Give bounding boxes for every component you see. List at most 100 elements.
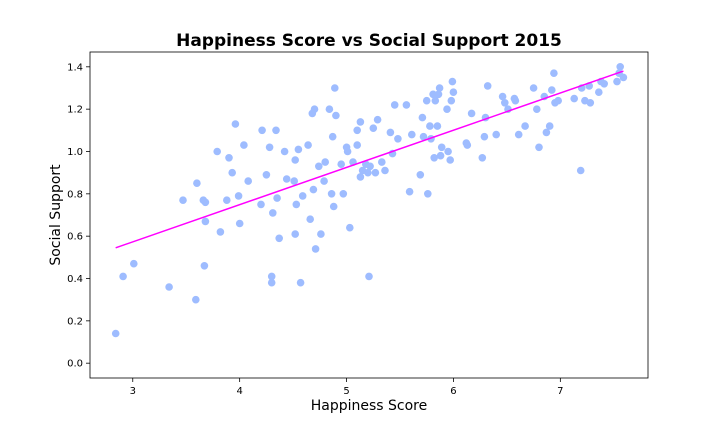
data-point: [483, 82, 492, 90]
data-point: [431, 96, 440, 105]
data-point: [321, 158, 330, 166]
data-point: [570, 94, 578, 103]
data-point: [165, 283, 173, 291]
data-point: [298, 192, 307, 200]
data-point: [280, 147, 289, 156]
data-point: [576, 166, 585, 175]
y-tick-label: 0.6: [67, 232, 83, 243]
data-point: [353, 141, 362, 149]
data-point: [292, 200, 301, 209]
data-point: [267, 272, 276, 281]
data-point: [402, 101, 411, 109]
data-point: [328, 132, 337, 141]
data-point: [371, 168, 380, 177]
data-point: [511, 96, 520, 105]
points-layer: [111, 63, 628, 338]
data-point: [315, 162, 323, 171]
data-point: [554, 96, 562, 105]
data-point: [408, 130, 416, 139]
data-point: [213, 147, 221, 156]
data-point: [294, 145, 303, 154]
data-point: [369, 124, 378, 132]
data-point: [304, 141, 312, 149]
data-point: [309, 185, 318, 194]
data-point: [296, 278, 305, 287]
data-point: [306, 215, 315, 223]
data-point: [422, 96, 431, 105]
data-point: [356, 118, 365, 126]
data-point: [595, 88, 603, 96]
data-point: [433, 122, 442, 130]
data-point: [193, 179, 201, 187]
data-point: [521, 122, 529, 130]
data-point: [447, 96, 456, 105]
data-point: [548, 86, 556, 94]
data-point: [130, 259, 138, 268]
data-point: [373, 115, 382, 124]
data-point: [449, 88, 458, 96]
data-point: [356, 173, 365, 181]
data-point: [550, 69, 558, 77]
data-point: [234, 192, 243, 200]
data-point: [535, 143, 543, 152]
y-tick-label: 0.2: [67, 316, 83, 327]
data-point: [430, 154, 439, 162]
data-point: [448, 77, 457, 86]
data-point: [216, 228, 225, 236]
data-point: [231, 120, 240, 128]
data-point: [353, 126, 362, 135]
data-point: [262, 171, 271, 179]
data-point: [317, 230, 325, 238]
data-point: [443, 105, 451, 113]
data-point: [273, 194, 281, 202]
data-point: [179, 196, 187, 204]
data-point: [613, 77, 621, 86]
data-point: [329, 202, 338, 211]
data-point: [435, 84, 444, 92]
data-point: [514, 130, 523, 139]
x-axis-label: Happiness Score: [311, 398, 428, 414]
plot-area: 3 4 5 6 7 0.0 0.2 0.4 0.6 0.8 1.0 1.2 1.4: [67, 51, 649, 397]
data-point: [444, 147, 452, 156]
data-point: [223, 196, 231, 204]
data-point: [327, 190, 336, 198]
data-point: [437, 143, 446, 152]
data-point: [257, 200, 265, 209]
data-point: [542, 128, 551, 137]
data-point: [111, 329, 120, 338]
trend-line: [115, 70, 624, 249]
trend-layer: [115, 70, 624, 249]
data-point: [290, 177, 299, 185]
data-point: [346, 223, 354, 232]
data-point: [436, 151, 445, 160]
data-point: [492, 130, 501, 139]
data-point: [429, 90, 437, 99]
data-point: [240, 141, 248, 149]
data-point: [390, 101, 399, 109]
data-point: [200, 262, 209, 270]
data-point: [235, 219, 244, 228]
y-tick-label: 1.4: [67, 62, 83, 73]
data-point: [201, 217, 210, 226]
data-point: [365, 272, 373, 281]
chart-title: Happiness Score vs Social Support 2015: [176, 31, 562, 51]
data-point: [201, 198, 210, 207]
data-point: [291, 156, 300, 164]
data-point: [310, 105, 319, 113]
y-axis-ticks: 0.0 0.2 0.4 0.6 0.8 1.0 1.2 1.4: [67, 62, 90, 370]
data-point: [533, 105, 541, 113]
data-point: [364, 168, 372, 177]
data-point: [394, 135, 402, 143]
data-point: [501, 99, 509, 107]
x-tick-label: 5: [343, 386, 349, 397]
data-point: [291, 230, 300, 238]
y-tick-label: 0.4: [67, 274, 83, 285]
data-point: [405, 187, 414, 196]
x-tick-label: 7: [557, 386, 563, 397]
data-point: [381, 166, 389, 175]
data-point: [545, 122, 554, 130]
data-point: [192, 295, 200, 304]
data-point: [119, 272, 127, 281]
data-point: [272, 126, 280, 135]
data-point: [586, 99, 595, 107]
